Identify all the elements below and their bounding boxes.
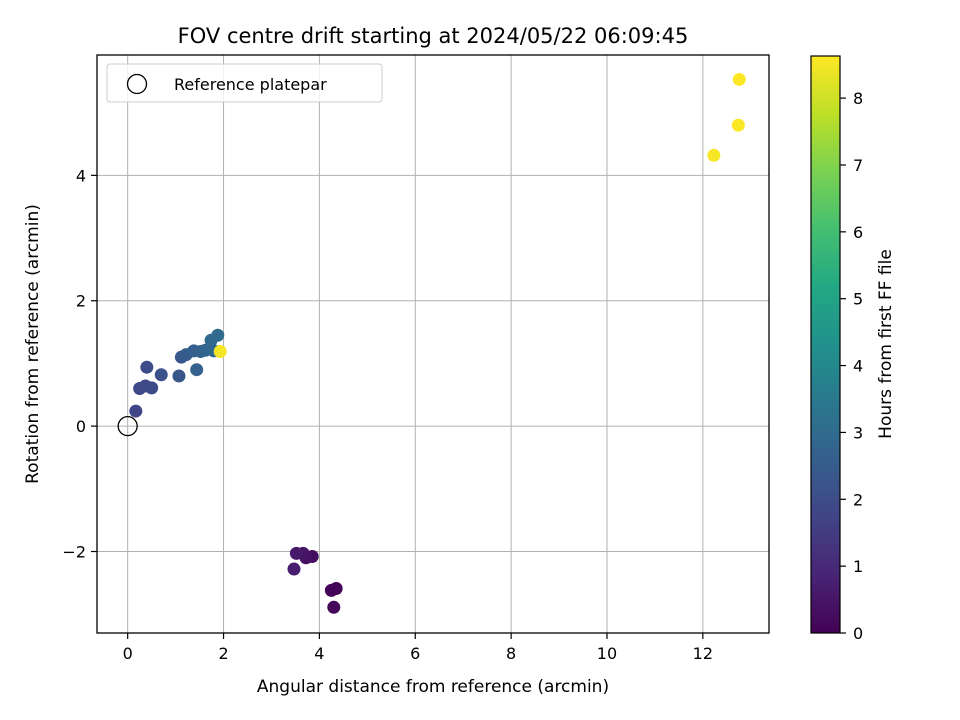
- x-tick-label: 4: [314, 644, 324, 663]
- data-point: [327, 600, 341, 614]
- data-point: [732, 72, 746, 86]
- data-point: [289, 546, 303, 560]
- legend: Reference platepar: [106, 63, 383, 103]
- data-point: [190, 363, 204, 377]
- colorbar-tick-label: 1: [853, 557, 863, 576]
- data-point: [287, 562, 301, 576]
- colorbar-tick-label: 6: [853, 223, 863, 242]
- grid-lines: [97, 55, 769, 633]
- colorbar-label: Hours from first FF file: [876, 249, 896, 439]
- legend-marker: [126, 73, 148, 95]
- data-point: [140, 360, 154, 374]
- x-tick-label: 10: [597, 644, 617, 663]
- data-point: [129, 404, 143, 418]
- colorbar-tick-label: 5: [853, 290, 863, 309]
- y-axis-label: Rotation from reference (arcmin): [23, 204, 43, 484]
- colorbar: [810, 55, 841, 634]
- x-axis-ticks: 0 2 4 6 8 10 12: [123, 633, 713, 663]
- legend-box: [106, 63, 383, 103]
- colorbar-tick-label: 4: [853, 357, 863, 376]
- data-point: [172, 369, 186, 383]
- y-tick-label: −2: [62, 543, 86, 562]
- y-tick-label: 0: [76, 417, 86, 436]
- x-tick-label: 6: [410, 644, 420, 663]
- colorbar-tick-label: 7: [853, 156, 863, 175]
- data-point: [707, 148, 721, 162]
- x-tick-label: 12: [693, 644, 713, 663]
- colorbar-tick-label: 8: [853, 89, 863, 108]
- data-point: [211, 328, 225, 342]
- colorbar-tick-label: 3: [853, 423, 863, 442]
- chart-title: FOV centre drift starting at 2024/05/22 …: [178, 24, 689, 48]
- y-axis-ticks: −2 0 2 4: [62, 166, 97, 562]
- plot-frame: [96, 54, 770, 634]
- x-tick-label: 2: [218, 644, 228, 663]
- data-points: [129, 72, 746, 614]
- reference-marker-group: [117, 415, 138, 437]
- x-axis-label: Angular distance from reference (arcmin): [257, 677, 609, 697]
- y-tick-label: 2: [76, 292, 86, 311]
- x-tick-label: 0: [123, 644, 133, 663]
- data-point: [145, 381, 159, 395]
- colorbar-tick-label: 0: [853, 624, 863, 643]
- colorbar-tick-label: 2: [853, 490, 863, 509]
- y-tick-label: 4: [76, 166, 86, 185]
- data-point: [154, 368, 168, 382]
- data-point: [324, 583, 338, 597]
- reference-platepar-marker: [117, 415, 138, 437]
- colorbar-ticks: 0 1 2 3 4 5 6 7 8: [840, 89, 863, 643]
- data-point: [213, 345, 227, 359]
- legend-label: Reference platepar: [174, 75, 327, 94]
- data-point: [731, 118, 745, 132]
- x-tick-label: 8: [506, 644, 516, 663]
